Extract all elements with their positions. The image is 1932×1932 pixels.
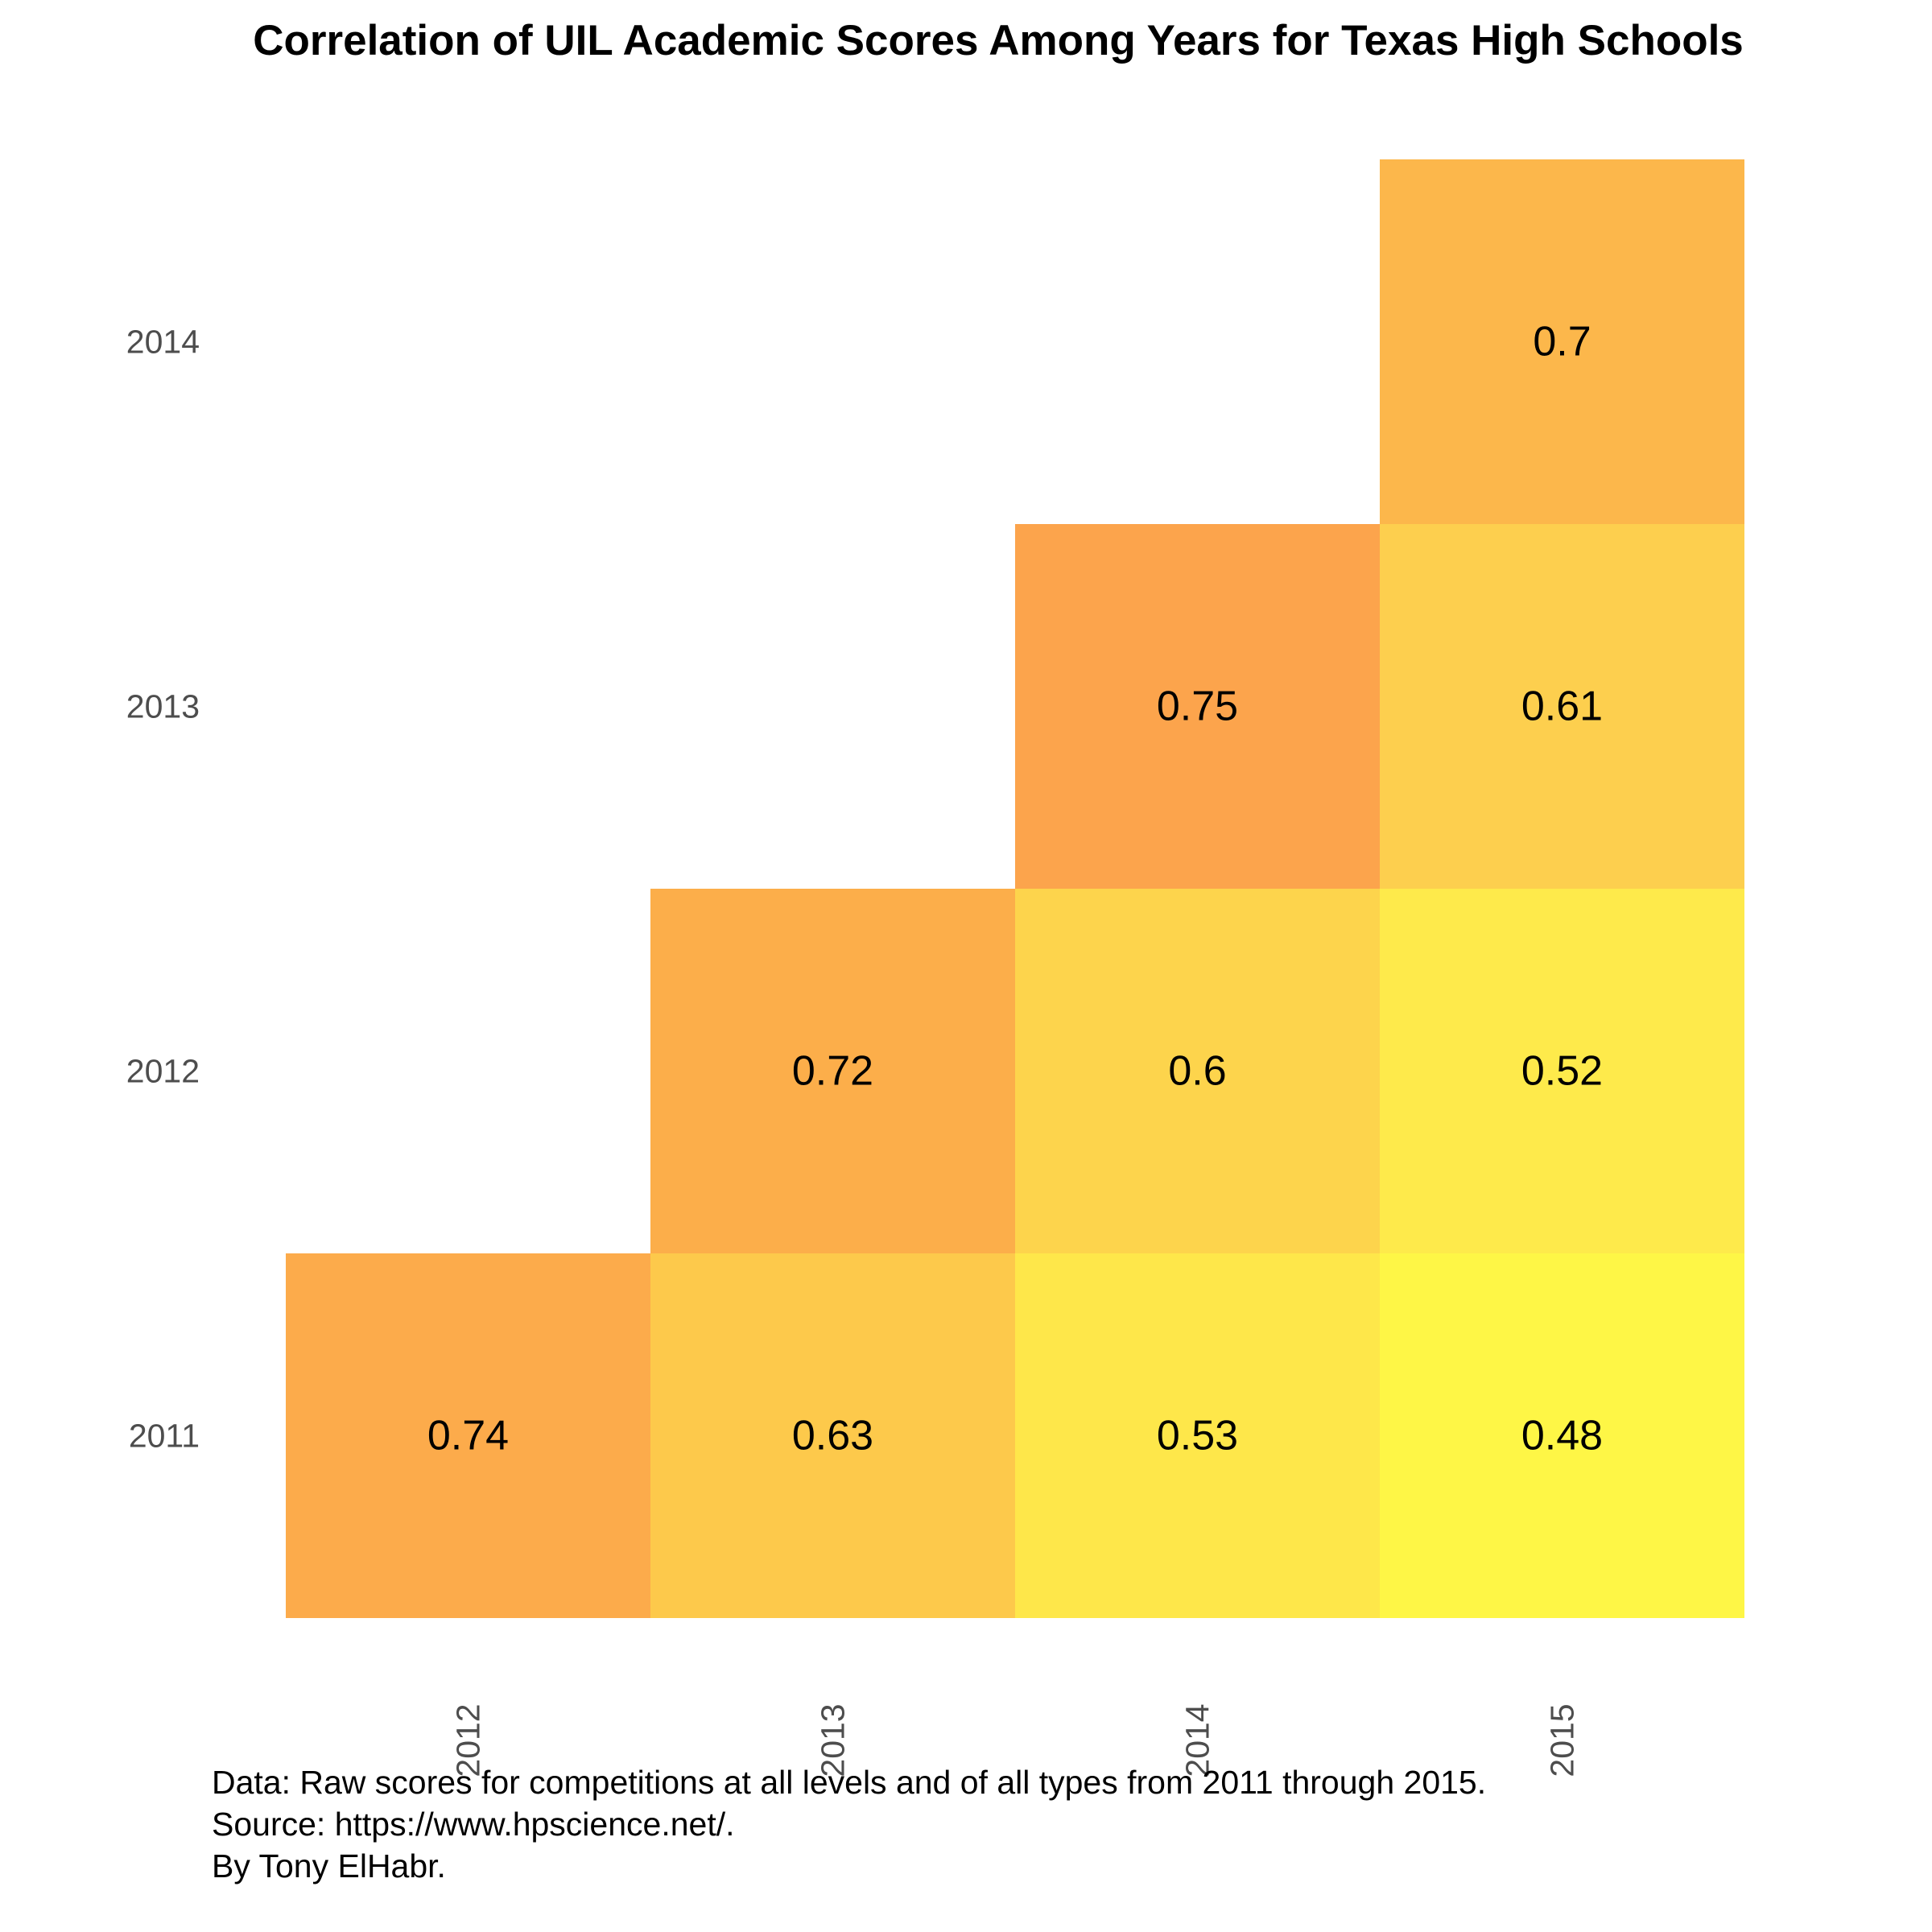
x-tick-label: 2015	[1544, 1703, 1581, 1777]
y-axis: 2011 2012 2013 2014	[126, 324, 200, 1455]
chart-title: Correlation of UIL Academic Scores Among…	[253, 17, 1744, 64]
caption-author-line: By Tony ElHabr.	[212, 1845, 1486, 1887]
y-tick-label: 2014	[126, 324, 200, 361]
cell-value-label: 0.48	[1521, 1413, 1603, 1459]
cell-value-label: 0.52	[1521, 1048, 1603, 1095]
caption-source-line: Source: https://www.hpscience.net/.	[212, 1803, 1486, 1845]
cell-value-label: 0.63	[792, 1413, 873, 1459]
caption: Data: Raw scores for competitions at all…	[212, 1761, 1486, 1887]
cell-value-label: 0.75	[1157, 683, 1238, 730]
cell-value-label: 0.61	[1521, 683, 1603, 730]
caption-data-line: Data: Raw scores for competitions at all…	[212, 1761, 1486, 1803]
cell-value-label: 0.74	[427, 1413, 509, 1459]
cell-value-label: 0.7	[1533, 319, 1591, 365]
heatmap-cells	[286, 159, 1744, 1618]
cell-value-label: 0.53	[1157, 1413, 1238, 1459]
y-tick-label: 2012	[126, 1053, 200, 1090]
y-tick-label: 2011	[129, 1418, 200, 1455]
cell-value-label: 0.6	[1168, 1048, 1226, 1095]
cell-value-label: 0.72	[792, 1048, 873, 1095]
y-tick-label: 2013	[126, 688, 200, 725]
